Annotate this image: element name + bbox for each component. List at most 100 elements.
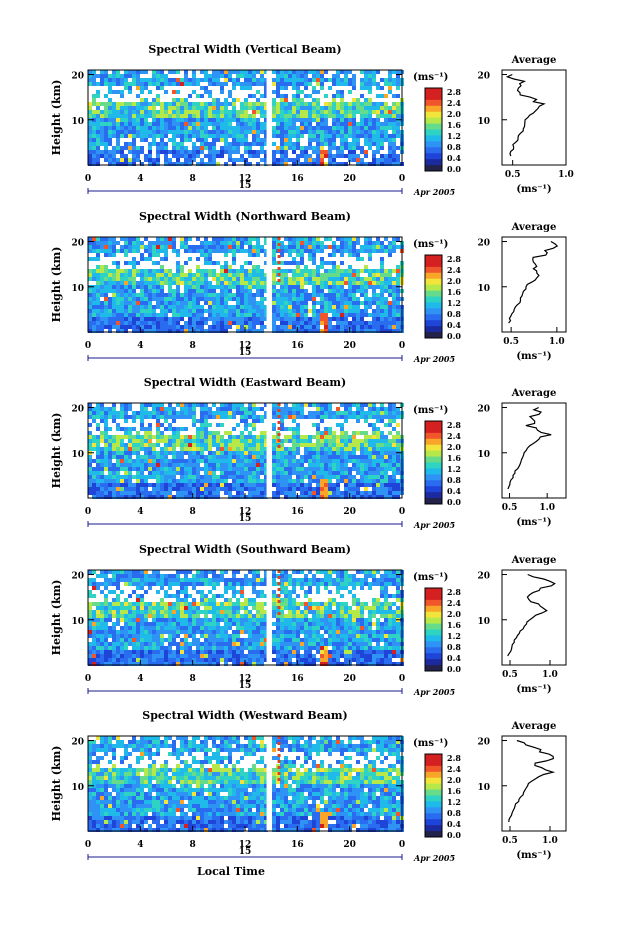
heatmap-cell xyxy=(284,154,288,158)
heatmap-cell xyxy=(204,443,208,447)
heatmap-cell xyxy=(92,447,96,451)
heatmap-cell xyxy=(344,241,348,245)
heatmap-cell xyxy=(124,285,128,289)
heatmap-cell xyxy=(372,289,376,293)
heatmap-cell xyxy=(128,574,132,578)
average-line xyxy=(508,240,559,324)
heatmap-cell xyxy=(112,277,116,281)
heatmap-cell xyxy=(328,293,332,297)
heatmap-cell xyxy=(320,130,324,134)
heatmap-cell xyxy=(240,317,244,321)
heatmap-cell xyxy=(184,162,188,166)
heatmap-cell xyxy=(280,281,284,285)
heatmap-cell xyxy=(248,78,252,82)
heatmap-cell xyxy=(372,142,376,146)
heatmap-cell xyxy=(364,574,368,578)
heatmap-cell xyxy=(196,138,200,142)
heatmap-cell xyxy=(304,281,308,285)
heatmap-cell xyxy=(200,427,204,431)
heatmap-cell xyxy=(348,439,352,443)
heatmap-cell xyxy=(216,431,220,435)
colorbar-swatch xyxy=(425,88,442,95)
heatmap-cell xyxy=(196,435,200,439)
heatmap-cell xyxy=(204,435,208,439)
heatmap-cell xyxy=(320,245,324,249)
heatmap-cell xyxy=(392,455,396,459)
heatmap-cell xyxy=(304,249,308,253)
heatmap-cell xyxy=(328,261,332,265)
heatmap-cell xyxy=(128,293,132,297)
heatmap-cell xyxy=(348,451,352,455)
heatmap-cell xyxy=(184,467,188,471)
heatmap-cell xyxy=(396,86,400,90)
heatmap-cell xyxy=(264,471,268,475)
heatmap-cell xyxy=(92,313,96,317)
heatmap-cell xyxy=(184,102,188,106)
heatmap-cell xyxy=(256,487,260,491)
heatmap-cell xyxy=(108,285,112,289)
heatmap-cell xyxy=(148,459,152,463)
heatmap-cell xyxy=(260,249,264,253)
heatmap-cell xyxy=(148,415,152,419)
heatmap-cell xyxy=(220,138,224,142)
heatmap-cell xyxy=(272,158,276,162)
heatmap-cell xyxy=(332,142,336,146)
heatmap-cell xyxy=(276,126,280,130)
heatmap-cell xyxy=(132,419,136,423)
heatmap-cell xyxy=(364,154,368,158)
heatmap-cell xyxy=(144,443,148,447)
heatmap-cell xyxy=(368,297,372,301)
heatmap-cell xyxy=(88,106,92,110)
heatmap-cell xyxy=(132,439,136,443)
marker-dot xyxy=(277,273,281,276)
heatmap-cell xyxy=(332,162,336,166)
heatmap-cell xyxy=(88,74,92,78)
heatmap-cell xyxy=(232,86,236,90)
heatmap-cell xyxy=(244,415,248,419)
heatmap-cell xyxy=(224,325,228,329)
heatmap-cell xyxy=(216,483,220,487)
heatmap-cell xyxy=(228,578,232,582)
heatmap-cell xyxy=(364,293,368,297)
heatmap-cell xyxy=(396,305,400,309)
heatmap-cell xyxy=(116,297,120,301)
heatmap-cell xyxy=(272,301,276,305)
heatmap-cell xyxy=(112,443,116,447)
heatmap-cell xyxy=(104,309,108,313)
heatmap-cell xyxy=(272,491,276,495)
heatmap-cell xyxy=(236,138,240,142)
heatmap-cell xyxy=(364,443,368,447)
heatmap-cell xyxy=(328,126,332,130)
heatmap-cell xyxy=(108,249,112,253)
heatmap-cell xyxy=(340,241,344,245)
heatmap-cell xyxy=(96,265,100,269)
heatmap-cell xyxy=(352,253,356,257)
heatmap-cell xyxy=(312,241,316,245)
heatmap-cell xyxy=(132,317,136,321)
heatmap-cell xyxy=(356,467,360,471)
heatmap-cell xyxy=(356,142,360,146)
heatmap-cell xyxy=(212,475,216,479)
heatmap-cell xyxy=(152,329,156,333)
heatmap-cell xyxy=(388,253,392,257)
heatmap-cell xyxy=(236,403,240,407)
heatmap-cell xyxy=(248,289,252,293)
heatmap-cell xyxy=(344,78,348,82)
heatmap-cell xyxy=(128,70,132,74)
heatmap-cell xyxy=(124,321,128,325)
heatmap-cell xyxy=(392,479,396,483)
heatmap-cell xyxy=(208,269,212,273)
heatmap-cell xyxy=(208,483,212,487)
heatmap-cell xyxy=(188,273,192,277)
heatmap-cell xyxy=(160,257,164,261)
heatmap-cell xyxy=(280,439,284,443)
heatmap-cell xyxy=(320,142,324,146)
heatmap-cell xyxy=(344,463,348,467)
heatmap-cell xyxy=(144,158,148,162)
heatmap-cell xyxy=(240,411,244,415)
heatmap-cell xyxy=(104,487,108,491)
heatmap-cell xyxy=(224,138,228,142)
heatmap-cell xyxy=(176,273,180,277)
date-label: Apr 2005 xyxy=(413,187,456,197)
heatmap-cell xyxy=(164,82,168,86)
